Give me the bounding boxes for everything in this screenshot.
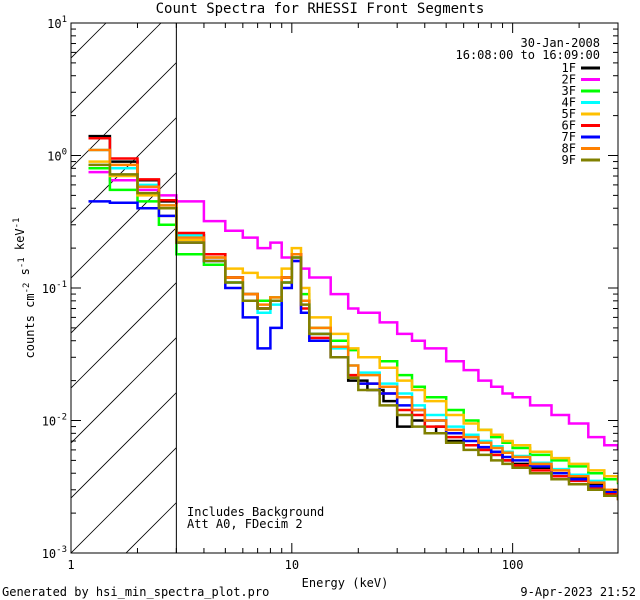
legend-label-4F: 4F (562, 96, 576, 110)
y-axis-label: counts cm-2 s-1 keV-1 (12, 218, 37, 359)
generated-by-footer: Generated by hsi_min_spectra_plot.pro (2, 585, 270, 599)
legend-label-5F: 5F (562, 107, 576, 121)
x-tick-label: 10 (285, 558, 299, 572)
legend-label-8F: 8F (562, 142, 576, 156)
series-2F (88, 170, 618, 450)
annotation-background: Includes Background (187, 505, 325, 519)
hatch-line (71, 23, 162, 114)
series-8F (88, 148, 618, 496)
x-tick-label: 1 (67, 558, 74, 572)
hatch-line (71, 23, 217, 169)
x-axis-label: Energy (keV) (301, 576, 389, 590)
legend-label-9F: 9F (562, 153, 576, 167)
timestamp-footer: 9-Apr-2023 21:52 (520, 585, 636, 599)
observation-date: 30-Jan-2008 (520, 36, 600, 50)
legend-label-1F: 1F (562, 61, 576, 75)
y-tick-label: 100 (47, 148, 67, 164)
y-tick-label: 101 (47, 15, 67, 31)
legend-label-3F: 3F (562, 84, 576, 98)
legend-label-6F: 6F (562, 119, 576, 133)
series-9F (88, 163, 618, 501)
x-tick-label: 100 (502, 558, 524, 572)
y-tick-label: 10-2 (42, 413, 67, 429)
annotation-attenuator: Att A0, FDecim 2 (187, 517, 303, 531)
legend-label-2F: 2F (562, 73, 576, 87)
chart-title: Count Spectra for RHESSI Front Segments (155, 1, 485, 17)
y-tick-label: 10-3 (42, 545, 67, 561)
observation-time-range: 16:08:00 to 16:09:00 (455, 48, 601, 62)
legend-label-7F: 7F (562, 130, 576, 144)
y-tick-label: 10-1 (42, 280, 67, 296)
